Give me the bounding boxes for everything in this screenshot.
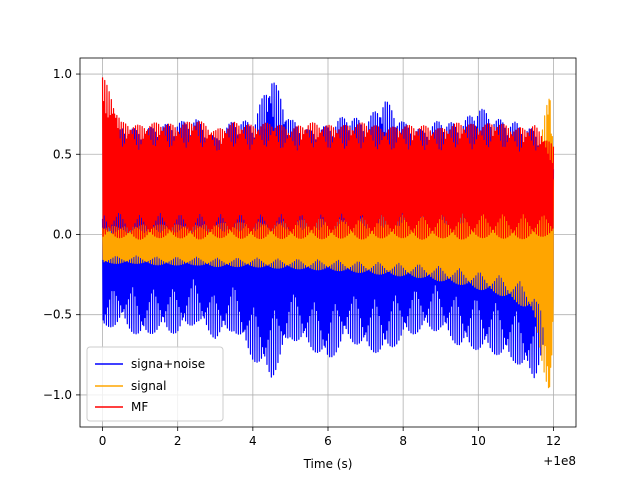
y-tick-label: −1.0 — [43, 388, 72, 402]
x-tick-label: 10 — [471, 434, 486, 448]
x-axis-label: Time (s) — [303, 457, 353, 471]
x-tick-label: 8 — [399, 434, 407, 448]
series-line-mf — [101, 77, 555, 240]
x-tick-label: 6 — [324, 434, 332, 448]
legend-label-mf: MF — [131, 400, 148, 414]
series-layer — [101, 77, 555, 389]
y-tick-label: −0.5 — [43, 308, 72, 322]
series-line-signa-noise — [101, 82, 555, 379]
y-tick-label: 0.5 — [53, 147, 72, 161]
legend-label-signal: signal — [131, 379, 167, 393]
legend-label-signa-noise: signa+noise — [131, 357, 205, 371]
legend: signa+noise signal MF — [86, 346, 224, 422]
x-axis: 0 2 4 6 8 10 12 — [99, 427, 561, 448]
x-tick-label: 0 — [99, 434, 107, 448]
y-tick-label: 0.0 — [53, 227, 72, 241]
legend-box — [86, 346, 224, 422]
y-axis: −1.0 −0.5 0.0 0.5 1.0 — [43, 67, 80, 402]
x-tick-label: 2 — [174, 434, 182, 448]
y-tick-label: 1.0 — [53, 67, 72, 81]
x-offset-label: +1e8 — [543, 454, 576, 468]
x-tick-label: 12 — [546, 434, 561, 448]
x-tick-label: 4 — [249, 434, 257, 448]
